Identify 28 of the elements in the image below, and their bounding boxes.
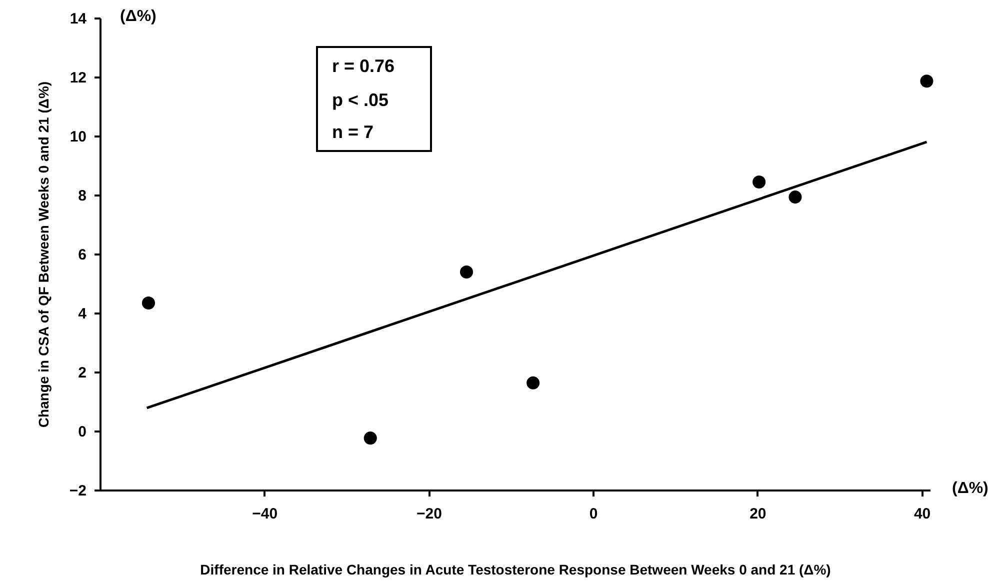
y-tick-label: 2	[78, 364, 86, 382]
y-tick-label: −2	[69, 482, 86, 500]
point	[364, 432, 377, 445]
x-tick-label: 40	[914, 506, 931, 522]
point	[526, 376, 540, 390]
x-tick-label: 0	[589, 506, 598, 522]
annotation: n = 7	[332, 122, 374, 143]
y-axis-title: Change in CSA of QF Between Weeks 0 and 21 (Δ%)	[35, 81, 52, 428]
y-tick-label: 10	[70, 128, 86, 146]
point	[142, 296, 156, 310]
point	[460, 265, 474, 278]
y-tick-label: 6	[78, 246, 86, 264]
x-tick-label: 20	[750, 506, 766, 522]
y-tick-label: 4	[78, 306, 88, 322]
x-tick-label: −40	[252, 506, 278, 522]
x-axis-title: Difference in Relative Changes in Acute Testosterone Response Between Weeks 0 and 21 (Δ%)	[200, 562, 831, 578]
y-tick-label: 8	[78, 188, 86, 204]
text: (Δ%)	[952, 480, 988, 498]
annotation: p < .05	[332, 90, 389, 111]
y-tick-label: 14	[70, 10, 88, 28]
y-tick-label: 12	[70, 70, 86, 86]
point	[752, 176, 766, 189]
point	[920, 74, 934, 88]
annotation: r = 0.76	[332, 56, 395, 77]
y-tick-label: 0	[78, 424, 86, 440]
annotation: (Δ%)	[120, 8, 156, 26]
x-tick-label: −20	[416, 506, 442, 522]
point	[788, 190, 802, 204]
